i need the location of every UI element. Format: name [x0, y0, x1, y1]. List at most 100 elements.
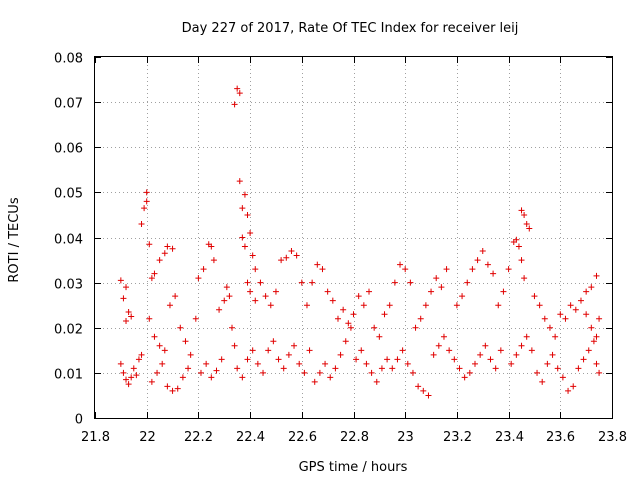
data-point	[166, 302, 173, 309]
data-point	[241, 243, 248, 250]
data-point	[430, 351, 437, 358]
data-point	[223, 284, 230, 291]
data-point	[208, 374, 215, 381]
data-point	[303, 302, 310, 309]
data-point	[203, 360, 210, 367]
x-tick-label: 23.4	[495, 430, 524, 445]
data-point	[159, 360, 166, 367]
data-point	[422, 302, 429, 309]
data-point	[306, 347, 313, 354]
data-point	[386, 302, 393, 309]
data-point	[484, 261, 491, 268]
data-point	[172, 293, 179, 300]
y-tick-label: 0.06	[54, 142, 83, 157]
data-point	[239, 374, 246, 381]
data-point	[216, 306, 223, 313]
data-point	[528, 347, 535, 354]
data-point	[120, 369, 127, 376]
data-point	[236, 178, 243, 185]
data-point	[549, 351, 556, 358]
data-point	[135, 356, 142, 363]
data-point	[120, 295, 127, 302]
data-point	[409, 369, 416, 376]
data-point	[451, 356, 458, 363]
data-point	[355, 293, 362, 300]
data-point	[252, 266, 259, 273]
y-tick-label: 0.03	[54, 278, 83, 293]
data-point	[459, 293, 466, 300]
data-point	[291, 342, 298, 349]
data-point	[123, 376, 130, 383]
x-tick-label: 23	[397, 430, 414, 445]
data-point	[133, 372, 140, 379]
data-point	[239, 205, 246, 212]
data-point	[146, 315, 153, 322]
data-point	[208, 243, 215, 250]
data-point	[293, 252, 300, 259]
data-point	[518, 342, 525, 349]
data-point	[590, 338, 597, 345]
data-point	[169, 245, 176, 252]
data-point	[123, 284, 130, 291]
data-point	[596, 315, 603, 322]
data-point	[146, 241, 153, 248]
data-point	[428, 288, 435, 295]
data-point	[482, 342, 489, 349]
data-point	[487, 356, 494, 363]
data-point	[404, 360, 411, 367]
data-point	[585, 347, 592, 354]
data-point	[125, 381, 132, 388]
data-point	[559, 374, 566, 381]
data-point	[319, 266, 326, 273]
data-point	[177, 324, 184, 331]
data-point	[567, 302, 574, 309]
data-point	[260, 369, 267, 376]
data-point	[521, 211, 528, 218]
data-point	[495, 302, 502, 309]
data-point	[513, 236, 520, 243]
data-point	[218, 356, 225, 363]
data-point	[187, 351, 194, 358]
data-point	[143, 198, 150, 205]
data-point	[358, 347, 365, 354]
data-point	[596, 369, 603, 376]
data-point	[557, 311, 564, 318]
data-point	[182, 338, 189, 345]
data-point	[270, 338, 277, 345]
data-point	[239, 234, 246, 241]
data-point	[327, 374, 334, 381]
y-tick-label: 0.04	[54, 233, 83, 248]
data-point	[490, 270, 497, 277]
data-point	[588, 324, 595, 331]
data-point	[247, 229, 254, 236]
y-tick-label: 0	[75, 413, 83, 428]
data-point	[593, 333, 600, 340]
data-point	[332, 365, 339, 372]
data-point	[497, 347, 504, 354]
data-point	[371, 324, 378, 331]
data-point	[536, 302, 543, 309]
data-point	[192, 315, 199, 322]
data-point	[399, 347, 406, 354]
x-axis-label: GPS time / hours	[299, 460, 408, 475]
data-point	[518, 257, 525, 264]
data-point	[469, 266, 476, 273]
data-point	[164, 243, 171, 250]
y-tick-label: 0.08	[54, 52, 83, 67]
data-point	[376, 333, 383, 340]
data-point	[231, 101, 238, 108]
data-point	[402, 266, 409, 273]
data-point	[283, 254, 290, 261]
data-point	[433, 275, 440, 282]
data-point	[151, 333, 158, 340]
x-tick-label: 22.8	[340, 430, 369, 445]
data-point	[154, 369, 161, 376]
data-point	[316, 369, 323, 376]
data-point	[117, 360, 124, 367]
data-point	[461, 374, 468, 381]
data-point	[278, 257, 285, 264]
data-point	[583, 288, 590, 295]
data-point	[552, 333, 559, 340]
data-point	[298, 279, 305, 286]
